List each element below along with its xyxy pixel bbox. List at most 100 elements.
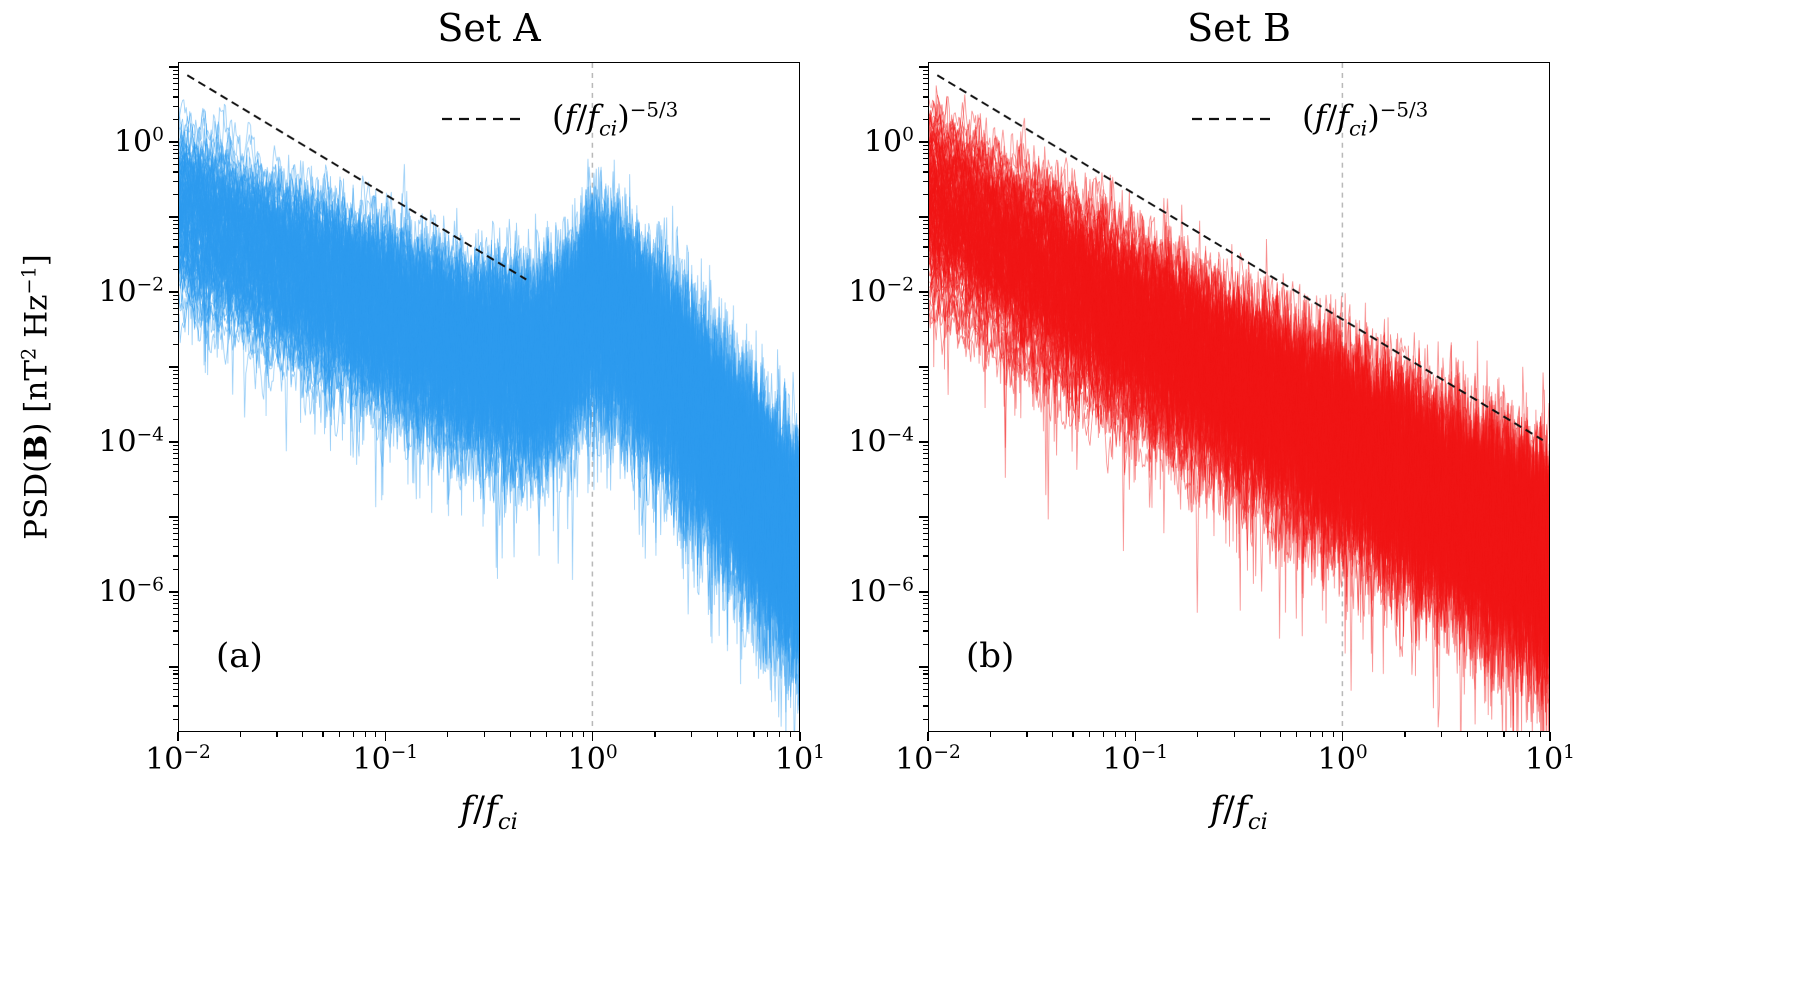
panel-a-plot-area [178, 62, 800, 732]
tick-mark [173, 228, 178, 230]
x-tick-label: 10−2 [895, 742, 961, 777]
tick-mark [169, 591, 178, 593]
panel-a-legend: (f/fci)−5/3 [440, 98, 678, 140]
tick-mark [923, 89, 928, 91]
tick-mark [919, 291, 928, 293]
x-tick-label: 101 [1524, 742, 1576, 777]
tick-mark [173, 594, 178, 596]
tick-mark [173, 383, 178, 385]
tick-mark [923, 519, 928, 521]
tick-mark [923, 193, 928, 196]
tick-mark [1279, 732, 1281, 737]
tick-mark [923, 532, 928, 535]
tick-mark [173, 70, 178, 72]
tick-mark [1539, 732, 1542, 737]
tick-mark [173, 673, 178, 675]
tick-mark [173, 682, 178, 684]
tick-mark [1134, 732, 1137, 741]
panel-b-label: (b) [966, 636, 1015, 676]
tick-mark [173, 688, 178, 690]
x-tick-label: 10−1 [1102, 742, 1169, 777]
tick-mark [1321, 732, 1324, 737]
tick-mark [173, 602, 178, 605]
panel-b-title: Set B [1187, 6, 1291, 50]
tick-mark [716, 732, 719, 737]
x-tick-label: 101 [774, 742, 826, 777]
tick-mark [923, 444, 928, 446]
tick-mark [923, 294, 928, 297]
tick-mark [173, 471, 178, 473]
tick-mark [923, 613, 928, 615]
tick-mark [919, 141, 928, 143]
tick-mark [173, 598, 178, 600]
tick-mark [923, 452, 928, 455]
tick-mark [1404, 732, 1406, 737]
panel-a-x-axis-label: f/fci [460, 790, 518, 835]
tick-mark [919, 366, 928, 368]
tick-mark [173, 193, 178, 196]
tick-mark [923, 255, 928, 257]
tick-mark [173, 480, 178, 482]
tick-mark [923, 669, 928, 671]
tick-mark [923, 621, 928, 623]
tick-mark [173, 643, 178, 645]
tick-mark [799, 732, 801, 741]
tick-mark [923, 630, 928, 632]
tick-mark [173, 239, 178, 241]
tick-mark [923, 471, 928, 473]
tick-mark [483, 732, 485, 737]
tick-mark [173, 255, 178, 257]
tick-mark [173, 73, 178, 76]
tick-mark [1052, 732, 1054, 737]
tick-mark [322, 732, 324, 737]
tick-mark [173, 405, 178, 407]
tick-mark [923, 73, 928, 76]
tick-mark [173, 219, 178, 222]
tick-mark [173, 298, 178, 300]
tick-mark [919, 591, 928, 593]
tick-mark [447, 732, 449, 737]
tick-mark [923, 83, 928, 85]
tick-mark [923, 70, 928, 72]
tick-mark [923, 119, 928, 121]
ylabel-text: PSD( [18, 460, 55, 540]
tick-mark [177, 732, 179, 741]
tick-mark [923, 239, 928, 241]
tick-mark [173, 519, 178, 521]
tick-mark [923, 373, 928, 375]
tick-mark [173, 388, 178, 391]
tick-mark [923, 171, 928, 173]
tick-mark [509, 732, 511, 737]
tick-mark [173, 457, 178, 460]
tick-mark [173, 171, 178, 173]
y-tick-label: 10−6 [98, 574, 164, 610]
tick-mark [173, 523, 178, 525]
tick-mark [923, 153, 928, 155]
tick-mark [173, 330, 178, 332]
tick-mark [173, 233, 178, 235]
tick-mark [923, 457, 928, 460]
tick-mark [169, 141, 178, 143]
tick-mark [923, 546, 928, 548]
x-tick-label: 10−1 [352, 742, 419, 777]
tick-mark [753, 732, 755, 737]
tick-mark [923, 308, 928, 310]
tick-mark [923, 463, 928, 466]
tick-mark [923, 268, 928, 271]
tick-mark [173, 718, 178, 720]
tick-mark [173, 527, 178, 530]
tick-mark [169, 516, 178, 518]
tick-mark [923, 298, 928, 300]
tick-mark [173, 148, 178, 151]
tick-mark [173, 621, 178, 623]
tick-mark [591, 732, 594, 741]
tick-mark [173, 158, 178, 160]
tick-mark [1296, 732, 1298, 737]
panel-b-legend: (f/fci)−5/3 [1190, 98, 1428, 140]
tick-mark [923, 677, 928, 679]
tick-mark [923, 448, 928, 450]
tick-mark [1197, 732, 1199, 737]
tick-mark [923, 378, 928, 380]
tick-mark [923, 673, 928, 675]
tick-mark [1309, 732, 1312, 737]
